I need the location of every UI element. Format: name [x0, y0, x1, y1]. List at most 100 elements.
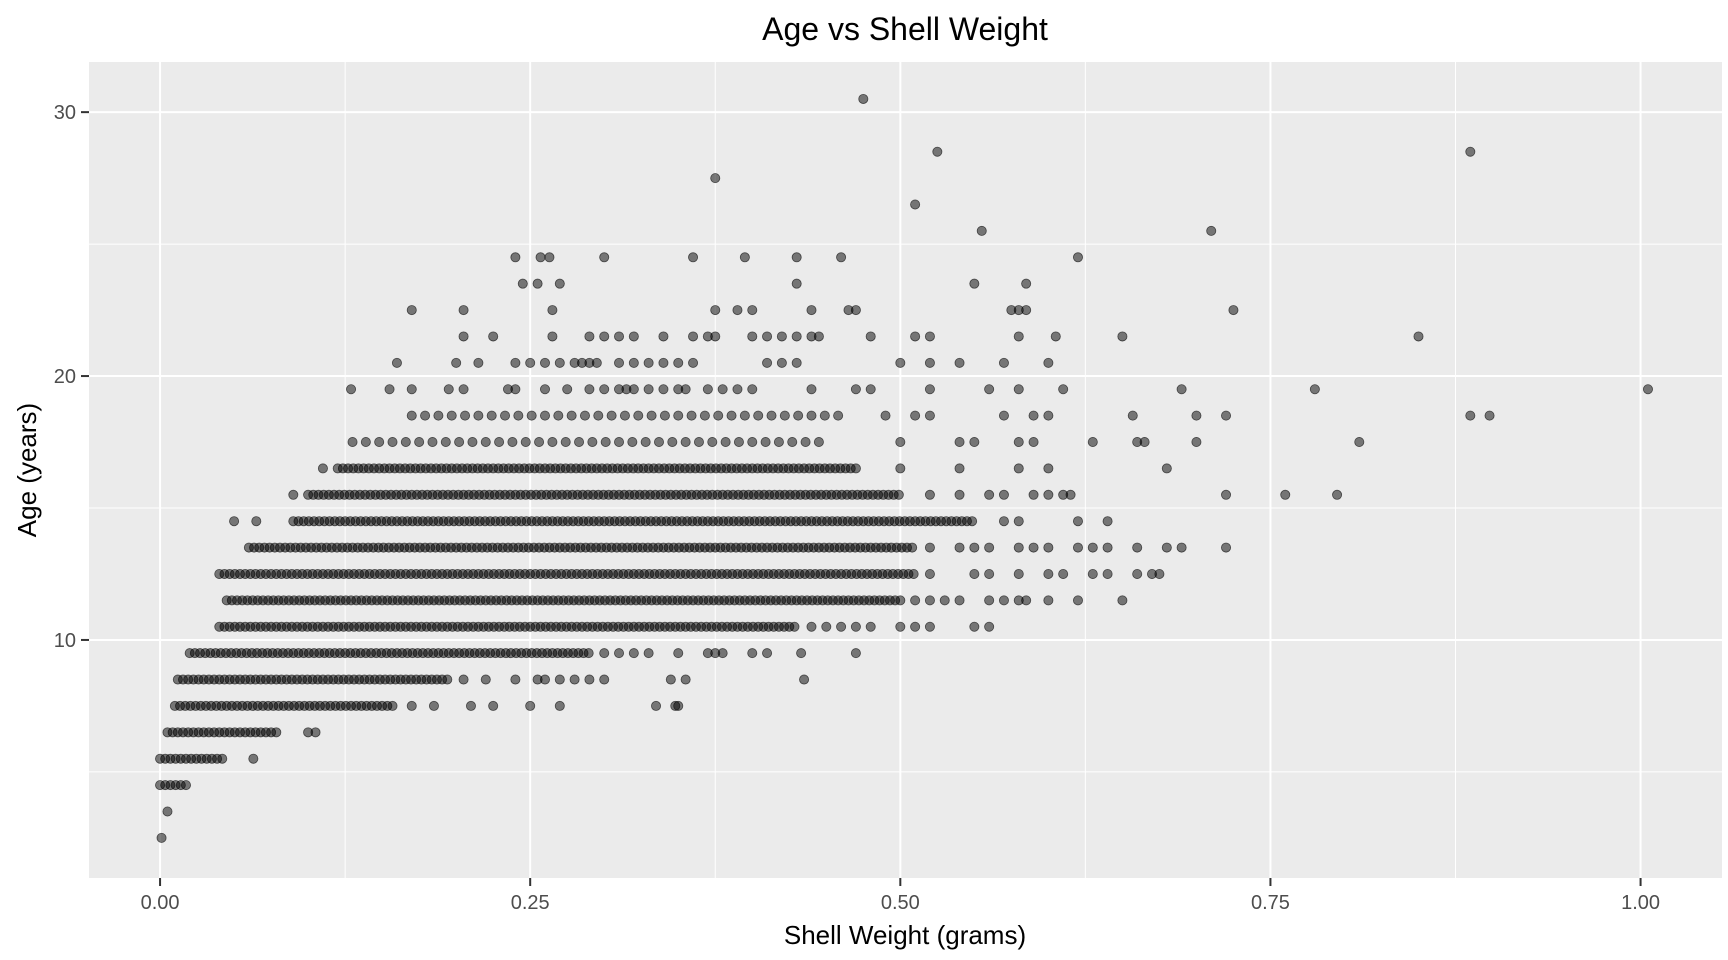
- data-point: [526, 410, 537, 421]
- data-point: [1043, 357, 1054, 368]
- data-point: [288, 489, 299, 500]
- data-point: [1228, 305, 1239, 316]
- x-tick-label: 0.00: [141, 892, 180, 914]
- data-point: [1309, 384, 1320, 395]
- data-point: [554, 357, 565, 368]
- data-point: [984, 568, 995, 579]
- data-point: [532, 278, 543, 289]
- data-point: [535, 252, 546, 263]
- data-point: [584, 674, 595, 685]
- data-point: [910, 595, 921, 606]
- data-point: [513, 410, 524, 421]
- data-point: [753, 410, 764, 421]
- data-point: [924, 357, 935, 368]
- data-point: [1413, 331, 1424, 342]
- data-point: [406, 700, 417, 711]
- data-point: [747, 437, 758, 448]
- data-point: [813, 331, 824, 342]
- data-point: [473, 410, 484, 421]
- data-point: [984, 542, 995, 553]
- data-point: [850, 648, 861, 659]
- data-point: [747, 648, 758, 659]
- x-axis-title: Shell Weight (grams): [784, 920, 1026, 950]
- data-point: [1161, 463, 1172, 474]
- data-point: [710, 173, 721, 184]
- data-point: [510, 357, 521, 368]
- data-point: [850, 463, 861, 474]
- data-point: [248, 753, 259, 764]
- data-point: [599, 674, 610, 685]
- data-point: [969, 568, 980, 579]
- data-point: [271, 727, 282, 738]
- data-point: [406, 384, 417, 395]
- data-point: [747, 305, 758, 316]
- data-point: [1221, 489, 1232, 500]
- data-point: [599, 252, 610, 263]
- data-point: [1132, 568, 1143, 579]
- data-point: [1072, 252, 1083, 263]
- data-point: [1028, 489, 1039, 500]
- data-point: [360, 437, 371, 448]
- data-point: [895, 595, 906, 606]
- data-point: [673, 648, 684, 659]
- data-point: [1221, 410, 1232, 421]
- data-point: [1117, 331, 1128, 342]
- data-point: [1102, 568, 1113, 579]
- data-point: [1465, 146, 1476, 157]
- data-point: [954, 357, 965, 368]
- data-point: [836, 621, 847, 632]
- data-point: [1087, 437, 1098, 448]
- data-point: [910, 199, 921, 210]
- data-point: [454, 437, 465, 448]
- data-point: [658, 357, 669, 368]
- data-point: [924, 410, 935, 421]
- data-point: [579, 410, 590, 421]
- data-point: [547, 331, 558, 342]
- data-point: [1013, 542, 1024, 553]
- data-point: [1280, 489, 1291, 500]
- data-point: [640, 437, 651, 448]
- data-point: [1072, 516, 1083, 527]
- data-point: [895, 357, 906, 368]
- data-point: [433, 410, 444, 421]
- data-point: [693, 437, 704, 448]
- data-point: [1028, 410, 1039, 421]
- data-point: [156, 832, 167, 843]
- data-point: [762, 648, 773, 659]
- data-point: [599, 384, 610, 395]
- data-point: [599, 648, 610, 659]
- data-point: [1465, 410, 1476, 421]
- data-point: [733, 437, 744, 448]
- x-tick-label: 1.00: [1621, 892, 1660, 914]
- data-point: [1021, 595, 1032, 606]
- data-point: [600, 437, 611, 448]
- data-point: [317, 463, 328, 474]
- data-points: [155, 93, 1653, 843]
- chart-title: Age vs Shell Weight: [762, 11, 1048, 47]
- data-point: [553, 410, 564, 421]
- data-point: [821, 621, 832, 632]
- data-point: [699, 410, 710, 421]
- data-point: [400, 437, 411, 448]
- data-point: [1043, 463, 1054, 474]
- data-point: [819, 410, 830, 421]
- data-point: [717, 384, 728, 395]
- data-point: [895, 437, 906, 448]
- data-point: [1058, 568, 1069, 579]
- data-point: [779, 410, 790, 421]
- data-point: [954, 542, 965, 553]
- data-point: [680, 384, 691, 395]
- data-point: [554, 700, 565, 711]
- data-point: [1354, 437, 1365, 448]
- data-point: [599, 331, 610, 342]
- data-point: [488, 700, 499, 711]
- data-point: [517, 278, 528, 289]
- data-point: [510, 252, 521, 263]
- data-point: [910, 621, 921, 632]
- data-point: [739, 410, 750, 421]
- data-point: [865, 331, 876, 342]
- data-point: [1013, 331, 1024, 342]
- data-point: [460, 410, 471, 421]
- data-point: [539, 384, 550, 395]
- data-point: [673, 357, 684, 368]
